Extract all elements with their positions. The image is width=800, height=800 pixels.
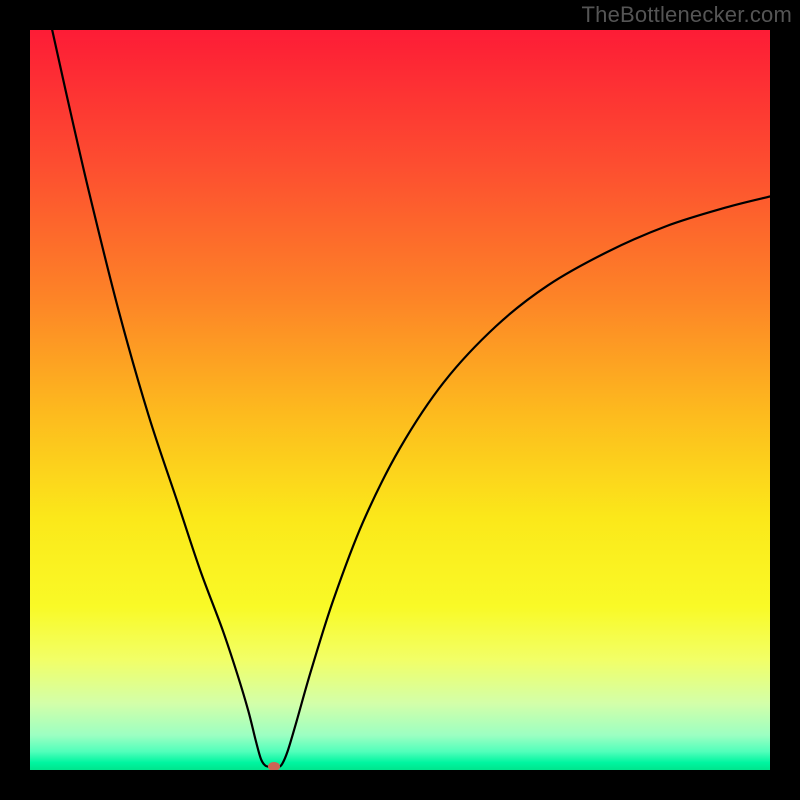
optimum-marker xyxy=(268,762,280,770)
plot-area xyxy=(30,30,770,770)
watermark-text: TheBottlenecker.com xyxy=(582,2,792,28)
chart-root: TheBottlenecker.com xyxy=(0,0,800,800)
bottleneck-curve xyxy=(30,30,770,770)
